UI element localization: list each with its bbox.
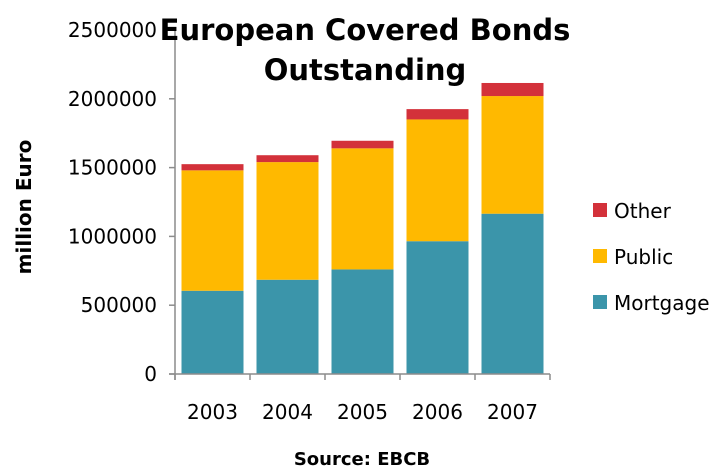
- bar-segment-other: [256, 155, 319, 163]
- legend-label-mortgage: Mortgage: [614, 291, 710, 315]
- legend-label-other: Other: [614, 199, 672, 223]
- x-tick-label: 2005: [337, 400, 388, 424]
- bar-segment-public: [481, 96, 544, 214]
- bar-segment-other: [331, 140, 394, 149]
- y-tick-label: 0: [144, 362, 157, 386]
- x-ticks: 2003 2004 2005 2006 2007: [174, 374, 551, 424]
- x-tick-label: 2004: [262, 400, 313, 424]
- bar-segment-mortgage: [481, 213, 544, 374]
- bar-segment-mortgage: [331, 269, 394, 374]
- bars: [181, 82, 544, 374]
- bar-segment-mortgage: [181, 290, 244, 374]
- legend-swatch-other: [593, 203, 607, 217]
- x-tick-label: 2007: [487, 400, 538, 424]
- x-tick-label: 2003: [187, 400, 238, 424]
- legend: Other Public Mortgage: [593, 199, 710, 315]
- bar-segment-public: [181, 170, 244, 291]
- chart-title-line-1: European Covered Bonds: [160, 13, 571, 47]
- bar-segment-public: [406, 119, 469, 242]
- bar-segment-other: [406, 109, 469, 120]
- bar-segment-other: [181, 164, 244, 171]
- y-tick-label: 1000000: [68, 224, 157, 248]
- y-axis-label: million Euro: [12, 140, 36, 275]
- y-tick-label: 2500000: [68, 18, 157, 42]
- legend-swatch-mortgage: [593, 295, 607, 309]
- bar-segment-public: [256, 162, 319, 280]
- bar-segment-public: [331, 148, 394, 270]
- chart-title-line-2: Outstanding: [264, 53, 467, 87]
- y-ticks: 0 500000 1000000 1500000 2000000 2500000: [68, 18, 175, 386]
- bar-segment-mortgage: [256, 279, 319, 374]
- bar-segment-mortgage: [406, 241, 469, 374]
- chart-source: Source: EBCB: [294, 449, 430, 470]
- y-tick-label: 2000000: [68, 87, 157, 111]
- x-tick-label: 2006: [412, 400, 463, 424]
- bar-segment-other: [481, 82, 544, 97]
- y-tick-label: 1500000: [68, 156, 157, 180]
- legend-swatch-public: [593, 249, 607, 263]
- legend-label-public: Public: [614, 245, 673, 269]
- y-tick-label: 500000: [81, 293, 157, 317]
